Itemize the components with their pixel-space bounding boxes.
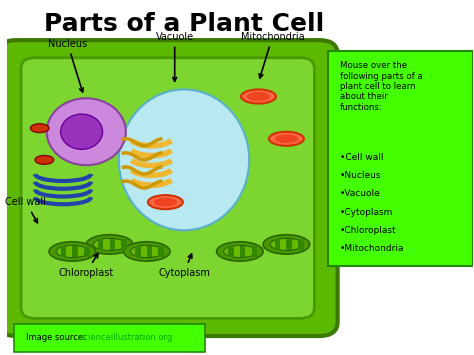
Bar	[252, 246, 257, 257]
Text: •Vacuole: •Vacuole	[340, 190, 381, 198]
Bar	[286, 239, 292, 250]
Bar	[84, 246, 90, 257]
Ellipse shape	[124, 242, 170, 261]
Bar	[121, 239, 127, 250]
Ellipse shape	[269, 132, 304, 146]
Bar	[240, 246, 246, 257]
Ellipse shape	[154, 198, 177, 207]
Text: Nucleus: Nucleus	[48, 39, 87, 92]
Bar	[147, 246, 152, 257]
Ellipse shape	[148, 195, 183, 209]
Ellipse shape	[35, 155, 54, 164]
Bar	[135, 246, 141, 257]
Text: scienceillustration.org: scienceillustration.org	[79, 333, 173, 342]
Bar	[109, 239, 115, 250]
FancyBboxPatch shape	[328, 51, 473, 266]
Bar	[98, 239, 103, 250]
Text: Cell wall: Cell wall	[5, 197, 46, 223]
Bar	[275, 239, 280, 250]
Ellipse shape	[47, 98, 126, 165]
Text: Image source:: Image source:	[26, 333, 88, 342]
Bar	[298, 239, 304, 250]
Text: •Cell wall: •Cell wall	[340, 153, 383, 162]
Ellipse shape	[49, 242, 96, 261]
Text: Mouse over the
following parts of a
plant cell to learn
about their
functions:: Mouse over the following parts of a plan…	[340, 61, 423, 112]
FancyBboxPatch shape	[14, 324, 205, 352]
Text: •Mitochondria: •Mitochondria	[340, 245, 404, 253]
Bar	[61, 246, 66, 257]
Ellipse shape	[217, 242, 263, 261]
Bar	[158, 246, 164, 257]
Ellipse shape	[61, 114, 102, 149]
Ellipse shape	[130, 245, 163, 258]
Bar	[228, 246, 234, 257]
Ellipse shape	[86, 235, 133, 254]
Ellipse shape	[93, 238, 126, 251]
FancyBboxPatch shape	[0, 40, 337, 336]
FancyBboxPatch shape	[21, 58, 314, 318]
Ellipse shape	[241, 89, 276, 104]
Ellipse shape	[263, 235, 310, 254]
Ellipse shape	[270, 238, 303, 251]
Ellipse shape	[30, 124, 49, 132]
Ellipse shape	[56, 245, 89, 258]
Bar	[73, 246, 78, 257]
Ellipse shape	[119, 89, 249, 230]
Text: Parts of a Plant Cell: Parts of a Plant Cell	[44, 12, 324, 36]
Text: Vacuole: Vacuole	[155, 32, 194, 81]
Text: Chloroplast: Chloroplast	[59, 254, 114, 278]
Text: Mitochondria: Mitochondria	[241, 32, 304, 78]
Text: Cytoplasm: Cytoplasm	[158, 254, 210, 278]
Ellipse shape	[224, 245, 256, 258]
Text: •Cytoplasm: •Cytoplasm	[340, 208, 393, 217]
Ellipse shape	[275, 134, 298, 143]
Text: •Nucleus: •Nucleus	[340, 171, 382, 180]
Text: •Chloroplast: •Chloroplast	[340, 226, 397, 235]
Ellipse shape	[247, 92, 270, 101]
